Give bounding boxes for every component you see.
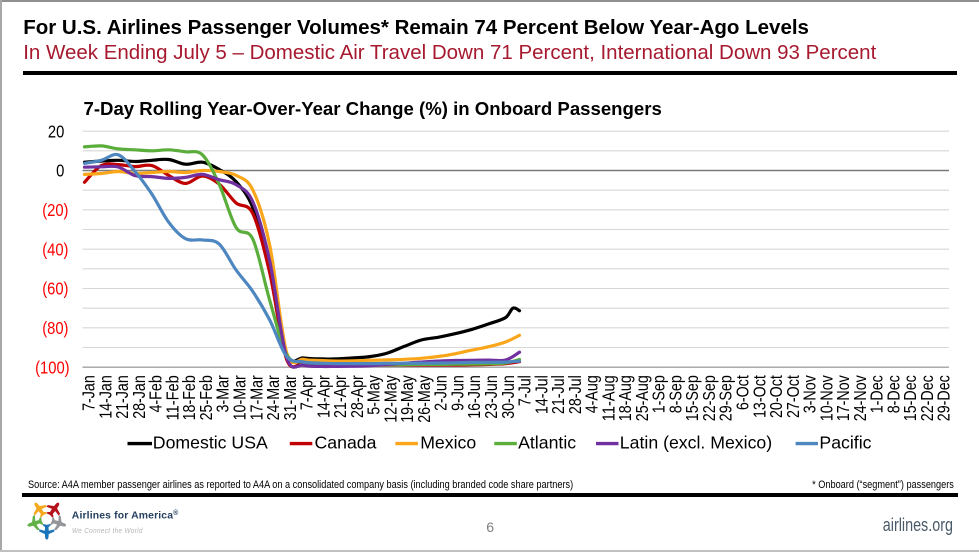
svg-text:(40): (40)	[42, 239, 68, 259]
svg-text:8-Sep: 8-Sep	[665, 375, 685, 413]
svg-text:(100): (100)	[35, 357, 70, 377]
svg-text:0: 0	[56, 161, 64, 181]
svg-text:20: 20	[48, 121, 64, 141]
svg-text:9-Jun: 9-Jun	[448, 375, 468, 411]
svg-text:29-Sep: 29-Sep	[716, 375, 736, 421]
svg-text:29-Dec: 29-Dec	[934, 375, 954, 421]
svg-text:18-Aug: 18-Aug	[615, 375, 635, 421]
svg-text:14-Jan: 14-Jan	[95, 375, 115, 419]
svg-text:15-Sep: 15-Sep	[682, 375, 702, 421]
svg-text:19-May: 19-May	[397, 375, 417, 423]
svg-text:10-Nov: 10-Nov	[816, 375, 836, 421]
svg-text:1-Sep: 1-Sep	[649, 375, 669, 413]
svg-text:30-Jun: 30-Jun	[498, 375, 518, 419]
svg-text:31-Mar: 31-Mar	[280, 375, 300, 420]
svg-text:1-Dec: 1-Dec	[867, 375, 887, 413]
svg-text:27-Oct: 27-Oct	[783, 375, 803, 418]
svg-text:20-Oct: 20-Oct	[766, 375, 786, 418]
svg-text:28-Apr: 28-Apr	[347, 375, 367, 418]
svg-text:7-Apr: 7-Apr	[297, 375, 317, 410]
svg-text:21-Jan: 21-Jan	[112, 375, 132, 419]
svg-text:15-Dec: 15-Dec	[900, 375, 920, 421]
svg-text:21-Jul: 21-Jul	[548, 375, 568, 414]
svg-text:18-Feb: 18-Feb	[179, 375, 199, 420]
svg-text:28-Jan: 28-Jan	[129, 375, 149, 419]
svg-text:25-Feb: 25-Feb	[196, 375, 216, 420]
svg-text:24-Mar: 24-Mar	[263, 375, 283, 420]
svg-text:11-Feb: 11-Feb	[162, 375, 182, 420]
svg-text:10-Mar: 10-Mar	[230, 375, 250, 420]
svg-text:12-May: 12-May	[380, 375, 400, 423]
svg-text:17-Mar: 17-Mar	[246, 375, 266, 420]
svg-text:4-Feb: 4-Feb	[146, 375, 166, 412]
svg-text:Mexico: Mexico	[420, 433, 476, 453]
svg-text:11-Aug: 11-Aug	[598, 375, 618, 421]
svg-text:(80): (80)	[42, 318, 68, 338]
svg-text:23-Jun: 23-Jun	[481, 375, 501, 419]
svg-text:Atlantic: Atlantic	[518, 433, 576, 453]
svg-text:16-Jun: 16-Jun	[464, 375, 484, 419]
svg-text:22-Dec: 22-Dec	[917, 375, 937, 421]
svg-text:7-Jul: 7-Jul	[515, 375, 535, 406]
svg-text:Pacific: Pacific	[819, 433, 871, 453]
svg-text:14-Jul: 14-Jul	[531, 375, 551, 414]
svg-text:21-Apr: 21-Apr	[330, 375, 350, 418]
svg-text:(60): (60)	[42, 279, 68, 299]
svg-text:3-Mar: 3-Mar	[213, 375, 233, 412]
svg-text:22-Sep: 22-Sep	[699, 375, 719, 421]
svg-text:3-Nov: 3-Nov	[800, 375, 820, 413]
svg-text:7-Jan: 7-Jan	[79, 375, 99, 411]
svg-text:Latin (excl. Mexico): Latin (excl. Mexico)	[620, 433, 772, 453]
svg-text:14-Apr: 14-Apr	[313, 375, 333, 418]
svg-text:25-Aug: 25-Aug	[632, 375, 652, 421]
svg-text:8-Dec: 8-Dec	[883, 375, 903, 413]
svg-text:6-Oct: 6-Oct	[733, 375, 753, 410]
svg-text:5-May: 5-May	[364, 375, 384, 415]
svg-text:Domestic USA: Domestic USA	[153, 433, 268, 453]
svg-text:Canada: Canada	[315, 433, 377, 453]
svg-text:17-Nov: 17-Nov	[833, 375, 853, 421]
svg-text:28-Jul: 28-Jul	[565, 375, 585, 414]
svg-text:4-Aug: 4-Aug	[582, 375, 602, 413]
svg-text:13-Oct: 13-Oct	[749, 375, 769, 418]
svg-text:(20): (20)	[42, 200, 68, 220]
svg-text:2-Jun: 2-Jun	[431, 375, 451, 411]
svg-text:26-May: 26-May	[414, 375, 434, 423]
svg-text:24-Nov: 24-Nov	[850, 375, 870, 421]
